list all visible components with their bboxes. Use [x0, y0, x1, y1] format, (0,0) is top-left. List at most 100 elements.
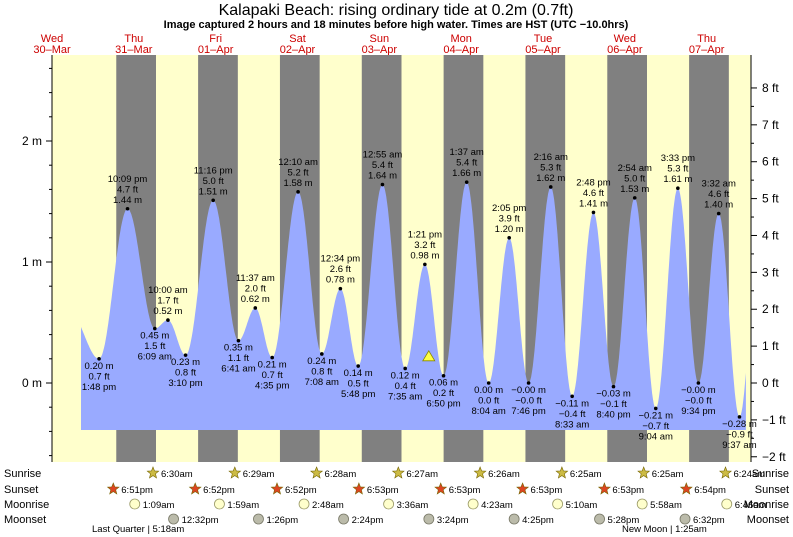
- extreme-point: [423, 262, 427, 267]
- sunrise-icon: [310, 466, 324, 479]
- extreme-label-line: 6:50 pm: [426, 399, 460, 410]
- extreme-label-line: −0.28 m: [722, 419, 757, 430]
- moonrise-icon: [214, 498, 225, 510]
- extreme-label-line: 1:21 pm: [408, 229, 442, 240]
- extreme-label-line: 8:40 pm: [596, 410, 630, 421]
- extreme-label-line: 3:33 pm: [661, 153, 695, 164]
- day-label-date: 31–Mar: [115, 44, 153, 56]
- sunrise-icon: [637, 466, 651, 479]
- day-label-date: 01–Apr: [198, 44, 234, 56]
- moonrise-icon: [129, 498, 141, 510]
- right-axis-label: −2 ft: [762, 450, 786, 464]
- extreme-point: [166, 318, 170, 322]
- extreme-point: [380, 182, 385, 187]
- sunset-icon: [597, 482, 611, 495]
- sunset-icon: [434, 482, 448, 495]
- extreme-point: [296, 190, 300, 194]
- current-level-marker: [422, 350, 436, 362]
- astro-table: 6:30am 6:29am 6:28am 6:27am 6:26am 6:25am 6:25…: [92, 466, 767, 535]
- extreme-label-line: 5.0 ft: [624, 173, 645, 184]
- sunrise-time: 6:25am: [570, 469, 602, 480]
- extreme-label-line: 6:09 am: [138, 352, 172, 363]
- extreme-point: [507, 236, 511, 240]
- extreme-label-line: 0.35 m: [224, 343, 253, 354]
- day-label-dow: Sun: [370, 33, 390, 45]
- extreme-label-line: 2.0 ft: [245, 283, 266, 294]
- moonrise-time: 2:48am: [312, 500, 344, 511]
- extreme-label-line: 1.64 m: [368, 171, 397, 182]
- moonrise-time: 5:10am: [566, 500, 598, 511]
- sunset-time: 6:54pm: [694, 485, 726, 496]
- extreme-label-line: −0.00 m: [681, 385, 716, 396]
- moonset-icon: [508, 513, 520, 525]
- moonrise-time: 1:59am: [227, 500, 259, 511]
- right-axis-label: 4 ft: [762, 228, 779, 242]
- extreme-label-line: 8:04 am: [472, 406, 506, 417]
- extreme-label-line: 1.53 m: [620, 184, 649, 195]
- extreme-label-line: 4.7 ft: [117, 184, 138, 195]
- extreme-label-line: 4.6 ft: [583, 188, 604, 199]
- day-label-date: 07–Apr: [689, 44, 725, 56]
- extreme-label-line: 10:09 pm: [108, 174, 148, 185]
- extreme-point: [320, 352, 324, 356]
- sunrise-icon: [228, 466, 242, 479]
- sunrise-time: 6:26am: [488, 469, 520, 480]
- sunrise-row-label-right: Sunrise: [752, 468, 789, 480]
- day-label-date: 30–Mar: [33, 44, 71, 56]
- extreme-label-line: 12:55 am: [363, 150, 403, 161]
- day-label-dow: Wed: [614, 33, 636, 45]
- sunset-time: 6:52pm: [285, 485, 317, 496]
- sunrise-row-label-left: Sunrise: [4, 468, 41, 480]
- extreme-label-line: 1.61 m: [663, 174, 692, 185]
- extreme-point: [338, 286, 343, 291]
- extreme-point: [570, 394, 574, 399]
- extreme-label-line: 4.6 ft: [708, 189, 729, 200]
- extreme-point: [548, 185, 553, 189]
- extreme-label-line: 1.62 m: [536, 173, 565, 184]
- sunset-icon: [352, 482, 366, 495]
- extreme-label-line: 0.7 ft: [88, 371, 109, 382]
- sunrise-time: 6:30am: [161, 469, 193, 480]
- extreme-point: [97, 357, 101, 361]
- extreme-label-line: 1:37 am: [450, 147, 484, 158]
- day-label-dow: Wed: [41, 33, 63, 45]
- moon-phase-label: Last Quarter | 5:18am: [92, 524, 184, 535]
- extreme-label-line: 0.4 ft: [395, 381, 416, 392]
- extreme-label-line: 11:37 am: [236, 273, 275, 284]
- extreme-point: [716, 211, 721, 216]
- extreme-label-line: 5:48 pm: [341, 389, 375, 400]
- extreme-point: [737, 415, 742, 419]
- day-label-date: 02–Apr: [280, 44, 316, 56]
- extreme-point: [270, 355, 275, 360]
- extreme-label-line: 7:08 am: [305, 377, 339, 388]
- moonrise-icon: [467, 498, 479, 510]
- moonrise-row-label-left: Moonrise: [4, 499, 49, 511]
- moonset-time: 3:24pm: [437, 515, 469, 526]
- extreme-label-line: 1.44 m: [113, 195, 142, 206]
- extreme-point: [441, 373, 446, 378]
- extreme-point: [211, 198, 215, 203]
- extreme-point: [253, 306, 258, 310]
- sunset-time: 6:52pm: [203, 485, 235, 496]
- right-axis-label: 3 ft: [762, 265, 779, 279]
- extreme-point: [486, 381, 491, 385]
- right-axis-label: 5 ft: [762, 192, 779, 206]
- extreme-label-line: 7:46 pm: [511, 406, 545, 417]
- extreme-label-line: 3.9 ft: [499, 213, 520, 224]
- sunrise-icon: [146, 466, 160, 479]
- extreme-point: [632, 196, 637, 200]
- extreme-label-line: 0.7 ft: [262, 370, 283, 381]
- extreme-label-line: 2:16 am: [534, 152, 568, 163]
- extreme-label-line: 1:48 pm: [82, 382, 116, 393]
- sunrise-time: 6:27am: [406, 469, 438, 480]
- moonset-time: 6:32pm: [693, 515, 725, 526]
- moonset-time: 2:24pm: [352, 515, 384, 526]
- extreme-label-line: −0.0 ft: [515, 396, 542, 407]
- right-axis-label: 1 ft: [762, 339, 779, 353]
- moonset-icon: [168, 513, 179, 525]
- moonset-icon: [338, 513, 350, 525]
- extreme-label-line: 0.23 m: [171, 357, 200, 368]
- moonrise-icon: [721, 498, 733, 510]
- extreme-label-line: 6:41 am: [221, 364, 255, 375]
